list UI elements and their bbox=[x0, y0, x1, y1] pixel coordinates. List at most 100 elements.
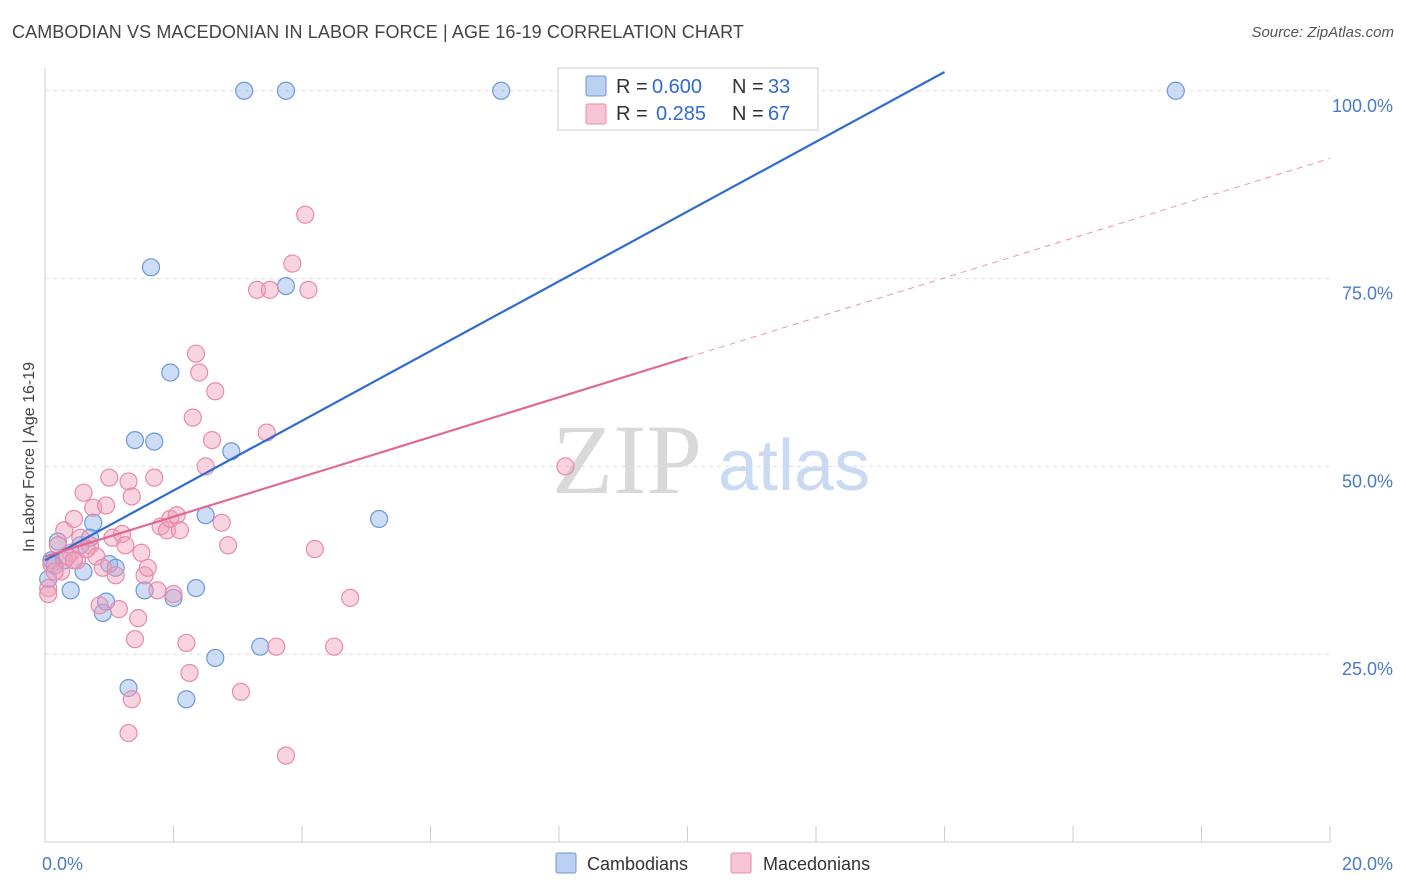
data-point-macedonians bbox=[556, 457, 575, 476]
data-point-macedonians bbox=[305, 539, 324, 559]
data-point-cambodians bbox=[135, 581, 154, 600]
stats-legend: R = 0.600 N = 33 R = 0.285 N = 67 bbox=[557, 67, 819, 131]
chart-title: CAMBODIAN VS MACEDONIAN IN LABOR FORCE |… bbox=[12, 22, 744, 42]
data-point-macedonians bbox=[129, 609, 148, 628]
legend-swatch-macedonians bbox=[585, 103, 607, 125]
y-tick-label: 50.0% bbox=[1342, 471, 1393, 491]
legend-n-label-cambodians: N = bbox=[732, 76, 764, 98]
data-point-macedonians bbox=[116, 536, 135, 555]
data-point-macedonians bbox=[283, 254, 302, 273]
data-point-macedonians bbox=[96, 496, 116, 515]
data-point-cambodians bbox=[276, 81, 296, 100]
data-point-cambodians bbox=[276, 276, 296, 296]
series-legend: Cambodians Macedonians bbox=[555, 852, 870, 874]
data-point-macedonians bbox=[106, 566, 125, 585]
data-point-macedonians bbox=[183, 408, 202, 427]
series-legend-label-cambodians: Cambodians bbox=[587, 854, 688, 874]
data-point-macedonians bbox=[138, 558, 157, 577]
data-point-cambodians bbox=[186, 578, 206, 598]
x-tick-label: 20.0% bbox=[1342, 854, 1393, 874]
legend-r-value-macedonians: 0.285 bbox=[656, 103, 706, 125]
legend-swatch-cambodians bbox=[585, 75, 607, 97]
data-point-macedonians bbox=[260, 280, 279, 299]
series-macedonians bbox=[39, 205, 575, 765]
data-point-macedonians bbox=[112, 524, 132, 544]
data-point-cambodians bbox=[106, 558, 125, 577]
data-point-macedonians bbox=[74, 483, 93, 502]
data-point-macedonians bbox=[341, 588, 360, 607]
watermark-zip: ZIP bbox=[552, 404, 702, 515]
grid-lines bbox=[45, 90, 1330, 655]
data-point-macedonians bbox=[39, 584, 58, 604]
x-tick-labels: 0.0% 20.0% bbox=[42, 854, 1393, 874]
series-legend-label-macedonians: Macedonians bbox=[763, 854, 870, 874]
data-point-macedonians bbox=[206, 382, 225, 401]
trend-extension-macedonians bbox=[687, 157, 1331, 358]
axes bbox=[44, 68, 1331, 843]
y-axis-label: In Labor Force | Age 16-19 bbox=[21, 362, 38, 552]
data-point-macedonians bbox=[186, 344, 206, 363]
data-point-cambodians bbox=[84, 513, 103, 532]
y-tick-label: 25.0% bbox=[1342, 659, 1393, 679]
data-point-macedonians bbox=[51, 562, 71, 581]
series-legend-swatch-cambodians bbox=[555, 852, 577, 874]
data-point-macedonians bbox=[190, 363, 209, 382]
legend-r-label-macedonians: R = bbox=[616, 103, 648, 125]
data-point-cambodians bbox=[206, 648, 225, 668]
data-point-cambodians bbox=[119, 678, 138, 698]
x-tick-label: 0.0% bbox=[42, 854, 83, 874]
data-point-macedonians bbox=[64, 509, 84, 529]
data-point-macedonians bbox=[132, 543, 151, 562]
data-point-cambodians bbox=[141, 258, 161, 277]
data-point-macedonians bbox=[148, 581, 167, 600]
data-point-macedonians bbox=[202, 430, 222, 450]
y-tick-labels: 25.0% 50.0% 75.0% 100.0% bbox=[1332, 96, 1393, 679]
data-point-macedonians bbox=[109, 600, 128, 619]
data-point-macedonians bbox=[39, 578, 58, 598]
data-point-macedonians bbox=[325, 637, 344, 656]
data-point-macedonians bbox=[212, 513, 231, 532]
source-label: Source: ZipAtlas.com bbox=[1251, 24, 1394, 41]
data-point-macedonians bbox=[122, 690, 141, 709]
data-point-macedonians bbox=[164, 584, 183, 604]
legend-n-value-macedonians: 67 bbox=[768, 103, 790, 125]
data-point-macedonians bbox=[119, 723, 138, 743]
watermark: ZIP atlas bbox=[552, 404, 870, 515]
data-point-cambodians bbox=[177, 690, 196, 709]
data-point-macedonians bbox=[170, 521, 190, 540]
data-point-cambodians bbox=[1166, 81, 1185, 100]
y-tick-label: 100.0% bbox=[1332, 96, 1393, 116]
data-point-macedonians bbox=[177, 633, 196, 653]
data-point-cambodians bbox=[235, 81, 254, 100]
data-point-cambodians bbox=[125, 430, 145, 450]
data-point-macedonians bbox=[119, 472, 138, 491]
watermark-atlas: atlas bbox=[718, 426, 870, 506]
data-point-macedonians bbox=[100, 468, 119, 487]
data-point-macedonians bbox=[64, 551, 84, 570]
data-point-macedonians bbox=[247, 280, 267, 299]
data-point-macedonians bbox=[90, 596, 109, 615]
legend-r-label-cambodians: R = bbox=[616, 76, 648, 98]
data-point-cambodians bbox=[251, 637, 270, 656]
data-point-macedonians bbox=[296, 205, 315, 224]
y-tick-label: 75.0% bbox=[1342, 284, 1393, 304]
data-point-macedonians bbox=[276, 746, 296, 765]
data-point-macedonians bbox=[145, 468, 164, 487]
data-point-macedonians bbox=[219, 536, 238, 555]
trend-lines bbox=[44, 71, 1331, 562]
trend-line-macedonians bbox=[44, 356, 688, 558]
data-point-cambodians bbox=[492, 81, 511, 100]
data-point-cambodians bbox=[145, 432, 164, 451]
legend-n-label-macedonians: N = bbox=[732, 103, 764, 125]
data-point-macedonians bbox=[125, 630, 145, 649]
data-point-macedonians bbox=[122, 487, 141, 506]
data-point-macedonians bbox=[231, 682, 251, 701]
legend-n-value-cambodians: 33 bbox=[768, 76, 790, 98]
legend-r-value-cambodians: 0.600 bbox=[652, 76, 702, 98]
series-legend-swatch-macedonians bbox=[730, 852, 752, 874]
data-point-cambodians bbox=[161, 363, 180, 382]
data-point-macedonians bbox=[257, 423, 276, 442]
data-point-cambodians bbox=[61, 581, 80, 600]
data-point-macedonians bbox=[299, 280, 318, 299]
